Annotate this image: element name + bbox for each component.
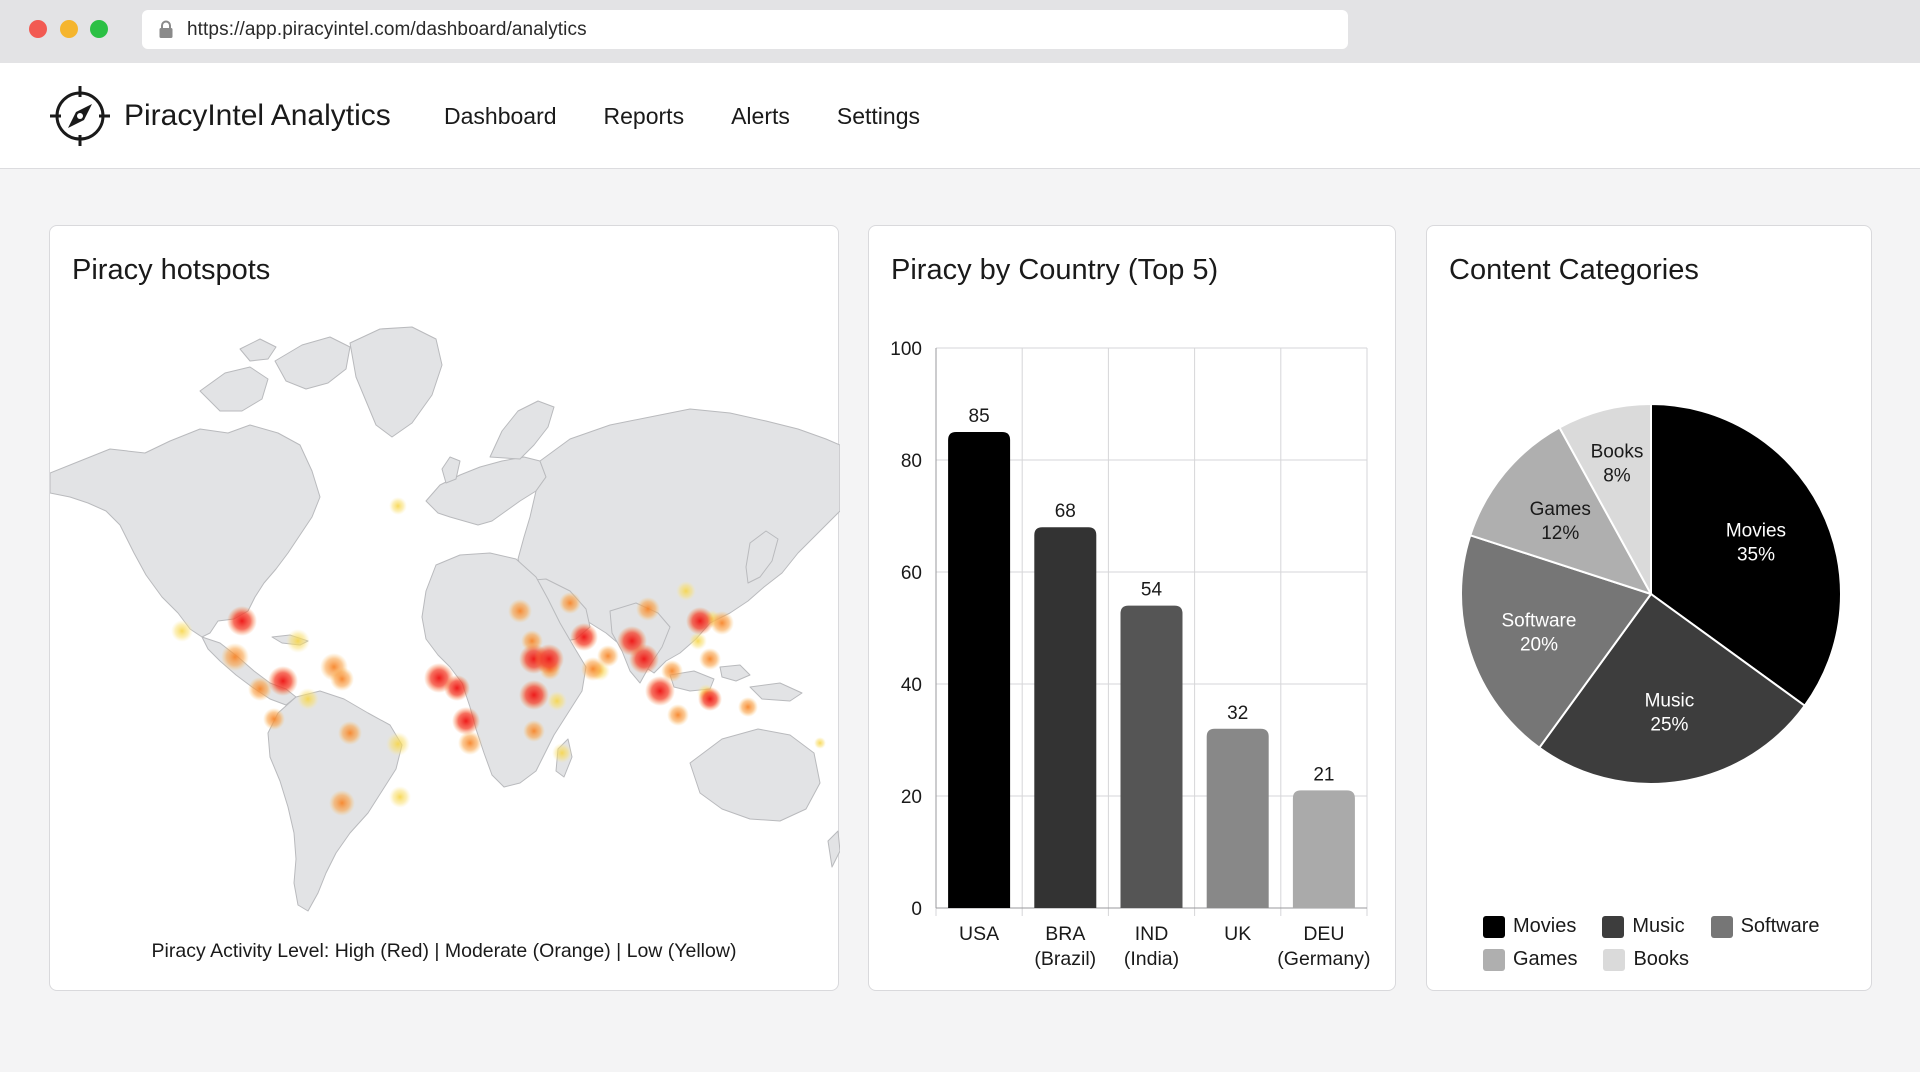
compass-target-logo-icon [49, 85, 111, 147]
piracy-by-country-card: Piracy by Country (Top 5) 0 20 40 60 80 100 85… [868, 225, 1396, 991]
legend-label: Games [1513, 948, 1578, 970]
pie-slice-games[interactable] [1469, 426, 1654, 596]
pie-slice-percent: 12% [1541, 523, 1579, 544]
x-tick-label-code: DEU [1303, 923, 1344, 945]
legend-swatch [1602, 915, 1625, 938]
bar-value-label: 32 [1227, 703, 1248, 724]
pie-legend-row: Games Books [1483, 943, 1863, 976]
pie-legend-item-software[interactable]: Software [1710, 915, 1820, 938]
map-legend: Piracy Activity Level: High (Red) | Mode… [151, 940, 737, 962]
url-text: https://app.piracyintel.com/dashboard/an… [187, 18, 587, 40]
x-tick-label-name: (India) [1124, 948, 1179, 970]
app-title: PiracyIntel Analytics [124, 99, 391, 132]
x-tick-label-code: BRA [1045, 923, 1085, 945]
nav-alerts[interactable]: Alerts [731, 103, 790, 129]
legend-label: Software [1740, 915, 1820, 937]
pie-slice-books[interactable] [1558, 402, 1652, 595]
legend-swatch [1483, 915, 1505, 938]
close-window-button[interactable] [29, 20, 47, 38]
y-tick-label: 80 [901, 451, 922, 472]
pie-legend-item-movies[interactable]: Movies [1483, 915, 1576, 938]
legend-label: Music [1632, 915, 1685, 937]
pie-slice-music[interactable] [1537, 592, 1807, 785]
pie-slice-percent: 35% [1737, 545, 1775, 566]
address-bar[interactable]: https://app.piracyintel.com/dashboard/an… [142, 10, 1348, 49]
map-card-title: Piracy hotspots [72, 254, 271, 286]
nav-reports[interactable]: Reports [603, 103, 685, 129]
content-categories-card: Content Categories Movies 35% Music 25% Soft… [1426, 225, 1872, 991]
pie-legend-item-books[interactable]: Books [1603, 948, 1689, 971]
pie-slice-percent: 20% [1520, 634, 1558, 655]
pie-slice-label: Music [1645, 690, 1695, 711]
minimize-window-button[interactable] [60, 20, 78, 38]
y-tick-label: 0 [911, 899, 922, 920]
pie-slice-label: Movies [1726, 521, 1786, 542]
world-map[interactable] [50, 321, 840, 931]
nav-settings[interactable]: Settings [836, 103, 920, 129]
y-tick-label: 20 [901, 787, 922, 808]
maximize-window-button[interactable] [90, 20, 108, 38]
land-masses [50, 326, 840, 912]
pie-legend-item-games[interactable]: Games [1483, 948, 1577, 971]
legend-swatch [1603, 948, 1626, 971]
main-nav: Dashboard Reports Alerts Settings [444, 103, 967, 130]
bar-uk[interactable] [1206, 728, 1269, 908]
bar-ind[interactable] [1120, 605, 1183, 908]
x-tick-label-code: IND [1135, 923, 1169, 945]
x-tick-label-code: USA [959, 923, 999, 945]
pie-chart: Movies 35% Music 25% Software 20% Games 12% Book… [1460, 402, 1842, 785]
legend-label: Books [1633, 948, 1690, 970]
y-tick-label: 100 [890, 339, 922, 360]
lock-icon [158, 20, 174, 40]
pie-legend-row: Movies Music Software [1483, 910, 1863, 943]
y-tick-label: 40 [901, 675, 922, 696]
pie-legend-item-music[interactable]: Music [1602, 915, 1685, 938]
piracy-hotspots-card: Piracy hotspots [49, 225, 840, 991]
legend-label: Movies [1513, 915, 1577, 937]
bar-card-title: Piracy by Country (Top 5) [891, 254, 1219, 286]
bar-deu[interactable] [1292, 790, 1355, 908]
hotspot-markers [171, 497, 826, 816]
pie-slice-label: Games [1530, 499, 1591, 520]
bar-bra[interactable] [1034, 527, 1097, 908]
pie-slice-label: Books [1591, 441, 1644, 462]
x-tick-label-name: (Germany) [1277, 948, 1370, 970]
legend-swatch [1483, 948, 1505, 971]
pie-card-title: Content Categories [1449, 254, 1699, 286]
bar-chart: 0 20 40 60 80 100 85 USA 68 BRA (Brazil) 54 IND (Indi… [890, 339, 1370, 970]
browser-toolbar: https://app.piracyintel.com/dashboard/an… [0, 0, 1920, 63]
bar-value-label: 54 [1141, 580, 1163, 601]
nav-dashboard[interactable]: Dashboard [444, 103, 557, 129]
bar-value-label: 21 [1313, 764, 1334, 785]
bar-value-label: 85 [969, 406, 990, 427]
pie-slice-percent: 25% [1650, 714, 1688, 735]
app-header: PiracyIntel Analytics Dashboard Reports … [0, 63, 1920, 169]
pie-slice-movies[interactable] [1650, 402, 1842, 708]
pie-slice-label: Software [1501, 610, 1576, 631]
pie-slice-percent: 8% [1603, 465, 1631, 486]
x-tick-label-code: UK [1224, 923, 1251, 945]
legend-swatch [1710, 915, 1733, 938]
y-tick-label: 60 [901, 563, 922, 584]
pie-legend: Movies Music Software Games Books [1483, 910, 1863, 976]
bar-value-label: 68 [1055, 501, 1076, 522]
x-tick-label-name: (Brazil) [1034, 948, 1096, 970]
pie-slice-software[interactable] [1460, 534, 1653, 750]
bar-usa[interactable] [948, 432, 1011, 908]
